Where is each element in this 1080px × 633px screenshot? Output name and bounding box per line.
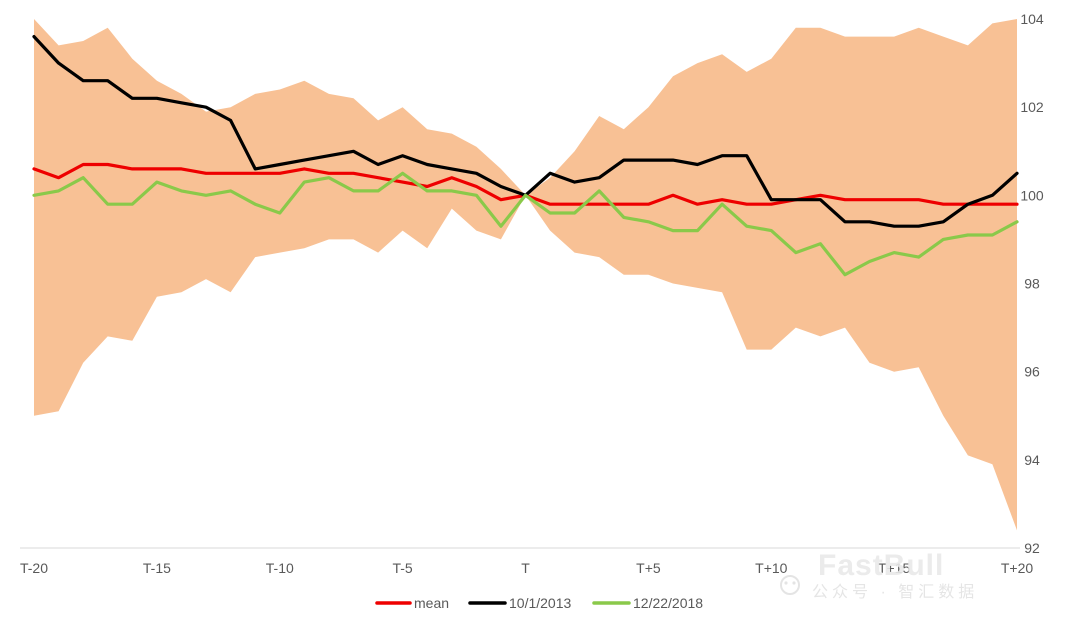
y-tick-label: 100: [1020, 187, 1044, 203]
y-axis-ticks: 92 94 96 98 100 102 104: [1020, 11, 1044, 556]
legend-label-1: mean: [414, 595, 449, 611]
x-tick-label: T+20: [1001, 560, 1034, 576]
x-tick-label: T+5: [636, 560, 661, 576]
series-line-3: [32, 171, 1019, 277]
y-tick-label: 94: [1024, 452, 1040, 468]
x-axis-ticks: T-20 T-15 T-10 T-5 T T+5 T+10 T+15 T+20: [20, 560, 1033, 576]
y-tick-label: 98: [1024, 276, 1040, 292]
x-tick-label: T-10: [266, 560, 294, 576]
legend-label-3: 12/22/2018: [633, 595, 703, 611]
legend: mean 10/1/2013 12/22/2018: [375, 595, 703, 611]
x-tick-label: T: [521, 560, 530, 576]
y-tick-label: 104: [1020, 11, 1044, 27]
y-tick-label: 92: [1024, 540, 1040, 556]
x-tick-label: T-20: [20, 560, 48, 576]
legend-label-2: 10/1/2013: [509, 595, 571, 611]
watermark-brand: FastBull: [818, 549, 944, 582]
x-tick-label: T-15: [143, 560, 171, 576]
watermark-subtitle: 公众号 · 智汇数据: [812, 583, 978, 601]
x-tick-label: T+15: [878, 560, 911, 576]
range-band-layer: [34, 19, 1017, 531]
watermark: FastBull 公众号 · 智汇数据: [780, 549, 978, 601]
y-tick-label: 96: [1024, 364, 1040, 380]
series-layer: [32, 34, 1019, 277]
x-tick-label: T-5: [392, 560, 412, 576]
watermark-logo-icon: [780, 575, 800, 595]
range-band: [34, 19, 1017, 531]
y-tick-label: 102: [1020, 99, 1044, 115]
x-tick-label: T+10: [755, 560, 788, 576]
